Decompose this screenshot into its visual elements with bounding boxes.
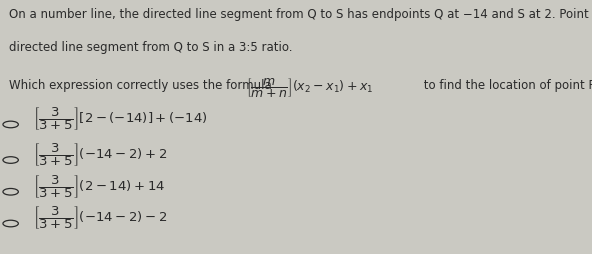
Text: On a number line, the directed line segment from Q to S has endpoints Q at −14 a: On a number line, the directed line segm… xyxy=(9,8,592,21)
Text: $\left[\dfrac{3}{3+5}\right](-14-2)-2$: $\left[\dfrac{3}{3+5}\right](-14-2)-2$ xyxy=(33,204,167,231)
Text: $\left[\dfrac{m}{m+n}\right]\left(x_2 - x_1\right) + x_1$: $\left[\dfrac{m}{m+n}\right]\left(x_2 - … xyxy=(246,76,373,99)
Text: directed line segment from Q to S in a 3:5 ratio.: directed line segment from Q to S in a 3… xyxy=(9,41,292,54)
Text: to find the location of point R?: to find the location of point R? xyxy=(420,79,592,92)
Text: $\left[\dfrac{3}{3+5}\right][2-(-14)]+(-14)$: $\left[\dfrac{3}{3+5}\right][2-(-14)]+(-… xyxy=(33,105,207,132)
Text: $\left[\dfrac{3}{3+5}\right](-14-2)+2$: $\left[\dfrac{3}{3+5}\right](-14-2)+2$ xyxy=(33,141,167,168)
Text: $\left[\dfrac{3}{3+5}\right](2-14)+14$: $\left[\dfrac{3}{3+5}\right](2-14)+14$ xyxy=(33,173,165,200)
Text: Which expression correctly uses the formula: Which expression correctly uses the form… xyxy=(9,79,275,92)
